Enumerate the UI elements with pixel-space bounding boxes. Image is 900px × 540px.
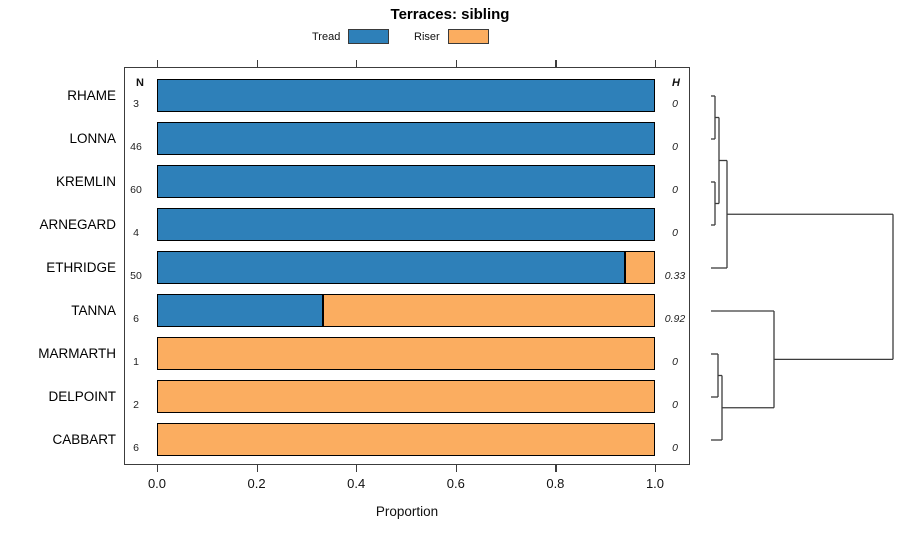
bar-tanna — [157, 294, 655, 327]
chart-title: Terraces: sibling — [390, 6, 510, 23]
bar-segment-riser — [157, 337, 655, 370]
legend-label-riser: Riser — [414, 30, 440, 43]
bar-segment-tread — [157, 294, 323, 327]
bar-lonna — [157, 122, 655, 155]
legend-swatch-riser — [447, 29, 489, 44]
legend-item-riser: Riser — [414, 28, 489, 45]
n-value: 46 — [130, 141, 142, 153]
legend-item-tread: Tread — [312, 28, 390, 45]
bar-segment-tread — [157, 122, 655, 155]
h-value: 0 — [672, 184, 678, 196]
bar-segment-riser — [625, 251, 655, 284]
x-axis-tick-label: 0.6 — [446, 476, 465, 491]
bar-segment-riser — [322, 294, 655, 327]
bar-segment-riser — [157, 423, 655, 456]
bar-segment-tread — [157, 79, 655, 112]
n-value: 60 — [130, 184, 142, 196]
bar-segment-tread — [157, 165, 655, 198]
n-column-header: N — [136, 77, 144, 89]
x-axis-tick-bottom — [356, 465, 358, 472]
h-value: 0 — [672, 399, 678, 411]
x-axis-tick-label: 0.0 — [147, 476, 167, 491]
n-value: 1 — [133, 356, 139, 368]
legend-label-tread: Tread — [312, 30, 341, 43]
bar-delpoint — [157, 380, 655, 413]
h-value: 0 — [672, 442, 678, 454]
n-value: 6 — [133, 313, 139, 325]
x-axis-tick-label: 0.4 — [347, 476, 366, 491]
h-value: 0.92 — [664, 313, 686, 325]
bar-marmarth — [157, 337, 655, 370]
x-axis-tick-bottom — [655, 465, 657, 472]
category-label: ARNEGARD — [39, 217, 116, 232]
bar-rhame — [157, 79, 655, 112]
n-value: 50 — [130, 270, 142, 282]
n-value: 6 — [133, 442, 139, 454]
category-label: CABBART — [52, 432, 116, 447]
category-label: RHAME — [67, 88, 116, 103]
category-label: DELPOINT — [48, 389, 116, 404]
x-axis-tick-label: 0.2 — [247, 476, 266, 491]
n-value: 4 — [133, 227, 139, 239]
n-value: 3 — [133, 98, 139, 110]
bar-segment-riser — [157, 380, 655, 413]
x-axis-tick-bottom — [157, 465, 159, 472]
h-value: 0 — [672, 98, 678, 110]
x-axis-tick-top — [356, 60, 358, 67]
x-axis-tick-top — [157, 60, 159, 67]
bar-ethridge — [157, 251, 655, 284]
h-column-header: H — [672, 77, 680, 89]
x-axis-tick-bottom — [455, 465, 457, 472]
x-axis-tick-bottom — [256, 465, 258, 472]
category-label: LONNA — [69, 131, 116, 146]
x-axis-tick-bottom — [555, 465, 557, 472]
h-value: 0 — [672, 356, 678, 368]
h-value: 0 — [672, 141, 678, 153]
category-label: ETHRIDGE — [46, 260, 116, 275]
bar-cabbart — [157, 423, 655, 456]
x-axis-tick-label: 0.8 — [546, 476, 565, 491]
category-label: KREMLIN — [55, 174, 116, 189]
h-value: 0.33 — [664, 270, 686, 282]
x-axis-title: Proportion — [375, 504, 439, 519]
x-axis-tick-top — [655, 60, 657, 67]
n-value: 2 — [133, 399, 139, 411]
x-axis-tick-top — [256, 60, 258, 67]
x-axis-tick-label: 1.0 — [645, 476, 665, 491]
bar-kremlin — [157, 165, 655, 198]
legend-swatch-tread — [348, 29, 390, 44]
bar-segment-tread — [157, 251, 626, 284]
x-axis-tick-top — [555, 60, 557, 67]
bar-segment-tread — [157, 208, 655, 241]
category-label: TANNA — [71, 303, 116, 318]
bar-arnegard — [157, 208, 655, 241]
category-label: MARMARTH — [38, 346, 116, 361]
x-axis-tick-top — [455, 60, 457, 67]
h-value: 0 — [672, 227, 678, 239]
